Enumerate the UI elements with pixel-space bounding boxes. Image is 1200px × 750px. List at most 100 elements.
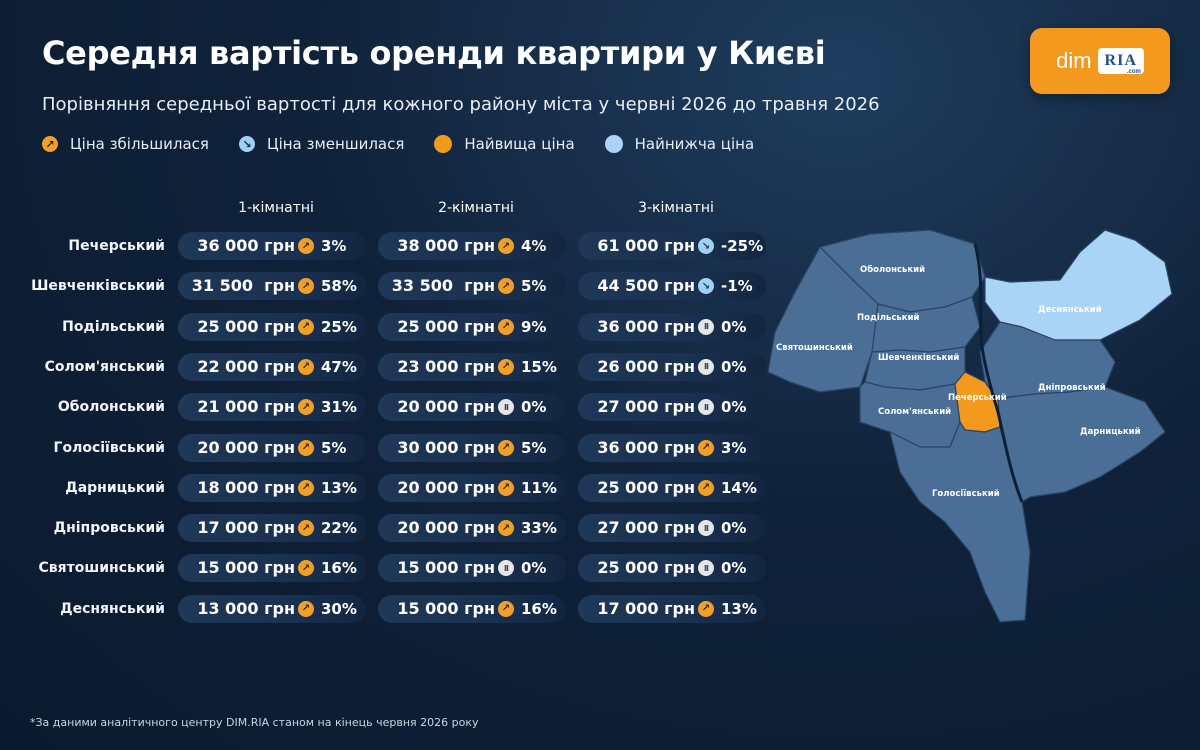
price-value: 25 000 грн — [397, 316, 495, 336]
price-cell: 17 000 грн ↗ 13% — [578, 594, 766, 623]
legend-lowest: Найнижча ціна — [604, 135, 754, 153]
price-value: 31 500 грн — [191, 276, 295, 296]
arrow-up-icon: ↗ — [498, 318, 514, 335]
table-row: Святошинський 15 000 грн ↗ 16% 15 000 грн II 0… — [0, 553, 770, 583]
price-value: 20 000 грн — [197, 437, 295, 457]
change-percent: -25% — [721, 237, 764, 255]
change-percent: 3% — [321, 237, 347, 255]
table-row: Шевченківський 31 500 грн ↗ 58% 33 500 грн ↗ 5… — [0, 271, 770, 301]
change-percent: 0% — [721, 398, 747, 417]
price-cell: 36 000 грн II 0% — [578, 312, 766, 341]
legend-highest-label: Найвища ціна — [464, 135, 575, 153]
change-percent: 25% — [321, 317, 357, 336]
arrow-up-icon: ↗ — [498, 439, 514, 456]
legend-increase: ↗ Ціна збільшилася — [42, 135, 209, 153]
table-row: Подільський 25 000 грн ↗ 25% 25 000 грн ↗ 9% 36… — [0, 312, 770, 342]
price-value: 30 000 грн — [397, 437, 495, 457]
price-cell: 27 000 грн II 0% — [578, 393, 766, 422]
change-percent: 15% — [521, 357, 557, 376]
arrow-up-icon: ↗ — [298, 358, 314, 375]
price-cell: 20 000 грн ↗ 5% — [178, 433, 366, 462]
footnote: *За даними аналітичного центру DIM.RIA с… — [30, 716, 479, 729]
map-label-desnianskyi: Деснянський — [1038, 305, 1102, 315]
arrow-down-icon: ↘ — [238, 136, 255, 152]
price-value: 25 000 грн — [597, 558, 695, 578]
pause-icon: II — [498, 560, 514, 577]
change-percent: 13% — [721, 599, 757, 618]
price-cell: 15 000 грн ↗ 16% — [378, 594, 566, 623]
lowest-swatch — [604, 135, 623, 153]
arrow-up-icon: ↗ — [698, 600, 714, 617]
change-percent: 58% — [321, 277, 357, 296]
price-value: 15 000 грн — [397, 558, 495, 578]
district-name: Солом'янський — [44, 358, 165, 375]
table-row: Голосіївський 20 000 грн ↗ 5% 30 000 грн ↗ 5% 3… — [0, 433, 770, 463]
arrow-up-icon: ↗ — [498, 358, 514, 375]
price-value: 38 000 грн — [397, 236, 495, 255]
price-value: 15 000 грн — [197, 558, 295, 578]
change-percent: 33% — [521, 519, 557, 538]
arrow-up-icon: ↗ — [298, 479, 314, 496]
price-value: 20 000 грн — [397, 477, 495, 497]
price-cell: 27 000 грн II 0% — [578, 514, 766, 543]
price-value: 33 500 грн — [391, 276, 495, 296]
column-header-3room: 3-кімнатні — [638, 200, 714, 216]
table-row: Оболонський 21 000 грн ↗ 31% 20 000 грн II 0% 2… — [0, 392, 770, 422]
price-value: 25 000 грн — [597, 477, 695, 497]
arrow-up-icon: ↗ — [498, 520, 514, 537]
district-name: Печерський — [68, 238, 165, 254]
arrow-up-icon: ↗ — [498, 278, 514, 295]
price-value: 25 000 грн — [197, 316, 295, 336]
price-cell: 18 000 грн ↗ 13% — [178, 473, 366, 502]
logo-ria-badge: RIA .com — [1097, 48, 1144, 75]
price-value: 22 000 грн — [197, 356, 295, 376]
dimria-logo: dim RIA .com — [1030, 28, 1170, 94]
legend: ↗ Ціна збільшилася ↘ Ціна зменшилася Най… — [42, 135, 754, 153]
arrow-up-icon: ↗ — [698, 479, 714, 496]
legend-highest: Найвища ціна — [434, 135, 575, 153]
price-cell: 36 000 грн ↗ 3% — [578, 433, 766, 462]
arrow-up-icon: ↗ — [298, 600, 314, 617]
change-percent: 22% — [321, 519, 357, 538]
dnipro-river — [973, 243, 1024, 503]
pause-icon: II — [698, 318, 714, 335]
price-value: 20 000 грн — [397, 397, 495, 417]
price-value: 17 000 грн — [597, 598, 695, 618]
map-district-sviatoshynskyi — [767, 246, 879, 393]
price-cell: 38 000 грн ↗ 4% — [378, 232, 566, 260]
table-row: Солом'янський 22 000 грн ↗ 47% 23 000 грн ↗ 15… — [0, 352, 770, 382]
price-value: 36 000 грн — [597, 316, 695, 336]
change-percent: 4% — [521, 237, 547, 255]
price-value: 13 000 грн — [197, 598, 295, 618]
price-value: 18 000 грн — [197, 477, 295, 497]
map-label-darnytskyi: Дарницький — [1080, 427, 1141, 437]
price-value: 23 000 грн — [397, 356, 495, 376]
map-district-darnytskyi — [997, 386, 1166, 503]
price-value: 27 000 грн — [597, 518, 695, 538]
arrow-down-icon: ↘ — [698, 238, 714, 254]
price-value: 36 000 грн — [597, 437, 695, 457]
district-name: Голосіївський — [53, 439, 165, 456]
map-label-dniprovskyi: Дніпровський — [1038, 382, 1106, 393]
price-value: 26 000 грн — [597, 356, 695, 376]
change-percent: 16% — [321, 559, 357, 578]
price-value: 15 000 грн — [397, 598, 495, 618]
map-district-holosiivskyi — [889, 421, 1031, 623]
district-name: Оболонський — [57, 399, 165, 416]
arrow-up-icon: ↗ — [498, 238, 514, 254]
change-percent: 14% — [721, 478, 757, 497]
price-cell: 25 000 грн ↗ 9% — [378, 312, 566, 341]
change-percent: 30% — [321, 599, 357, 618]
price-value: 61 000 грн — [597, 236, 695, 255]
legend-decrease-label: Ціна зменшилася — [266, 135, 405, 153]
table-row: Деснянський 13 000 грн ↗ 30% 15 000 грн ↗ 16% 1… — [0, 594, 770, 624]
price-cell: 61 000 грн ↘ -25% — [578, 232, 766, 260]
change-percent: 0% — [521, 559, 547, 578]
change-percent: -1% — [721, 277, 753, 296]
price-cell: 17 000 грн ↗ 22% — [178, 514, 366, 543]
price-cell: 22 000 грн ↗ 47% — [178, 352, 366, 381]
price-cell: 30 000 грн ↗ 5% — [378, 433, 566, 462]
change-percent: 5% — [521, 438, 547, 457]
map-label-solomianskyi: Солом'янський — [878, 407, 951, 417]
page-subtitle: Порівняння середньої вартості для кожног… — [42, 94, 880, 115]
